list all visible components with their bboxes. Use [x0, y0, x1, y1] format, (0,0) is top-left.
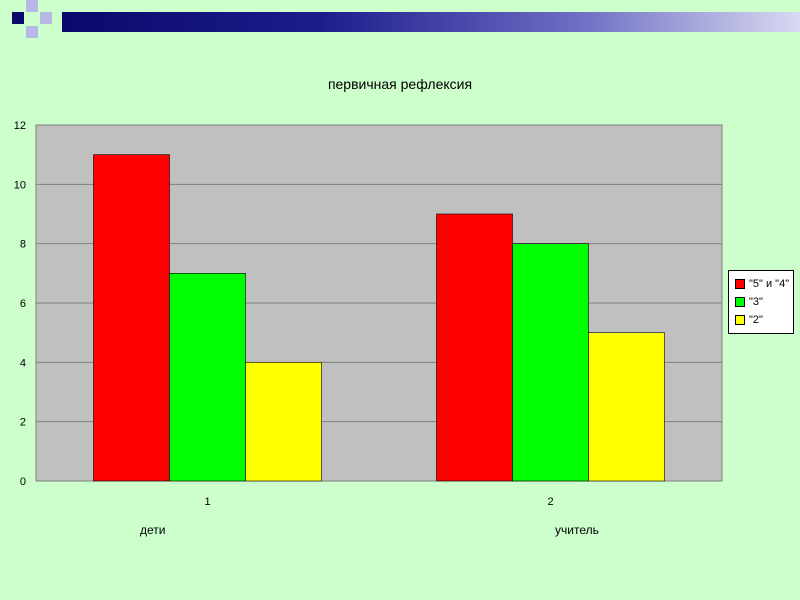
y-tick-label: 0: [20, 476, 26, 488]
legend-swatch: [735, 297, 745, 307]
category-sublabel: дети: [140, 523, 166, 537]
bar: [93, 154, 170, 482]
header-gradient-bar: [62, 12, 800, 32]
bar: [512, 243, 589, 482]
legend: "5" и "4" "3" "2": [728, 270, 794, 334]
y-tick-label: 2: [20, 417, 26, 429]
legend-swatch: [735, 279, 745, 289]
legend-swatch: [735, 315, 745, 325]
bar: [245, 362, 322, 482]
x-tick-label: 2: [547, 496, 553, 508]
decor-square-light-2: [40, 12, 52, 24]
legend-label: "5" и "4": [749, 278, 790, 290]
legend-item: "3": [735, 293, 793, 311]
legend-item: "2": [735, 311, 793, 329]
y-tick-label: 6: [20, 298, 26, 310]
y-tick-label: 10: [14, 179, 26, 191]
y-tick-label: 8: [20, 239, 26, 251]
legend-item: "5" и "4": [735, 275, 793, 293]
bar: [169, 273, 246, 482]
decor-square-light: [26, 0, 38, 12]
chart-title: первичная рефлексия: [327, 76, 473, 92]
bar: [588, 332, 665, 482]
decor-square-navy: [12, 12, 24, 24]
legend-label: "2": [749, 314, 763, 326]
y-tick-label: 12: [14, 120, 26, 132]
header-band: [0, 0, 800, 40]
y-tick-label: 4: [20, 357, 26, 369]
bar: [436, 213, 513, 482]
category-sublabel: учитель: [555, 523, 599, 537]
x-tick-label: 1: [204, 496, 210, 508]
decor-square-light-3: [26, 26, 38, 38]
legend-label: "3": [749, 296, 763, 308]
